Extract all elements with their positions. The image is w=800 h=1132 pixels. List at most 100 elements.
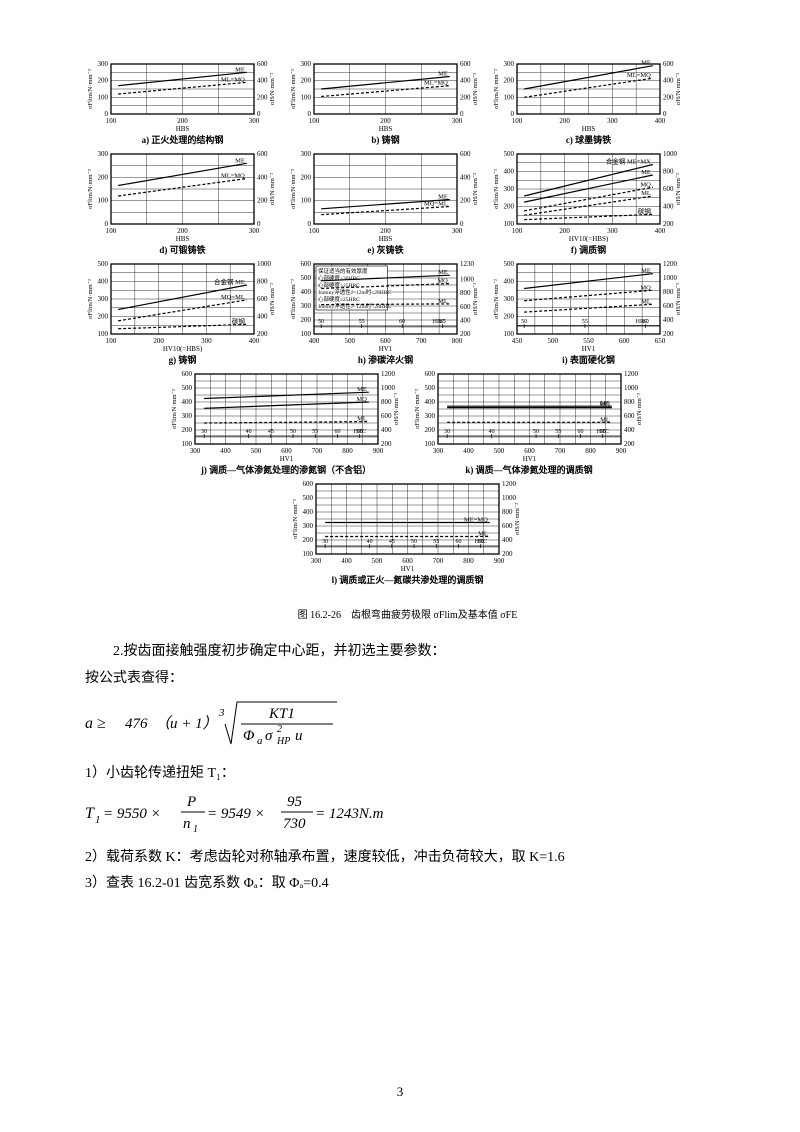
chart-caption: b) 铸钢: [288, 133, 483, 146]
svg-text:600: 600: [460, 150, 471, 158]
svg-text:800: 800: [502, 508, 513, 516]
svg-text:σH/N·mm⁻²: σH/N·mm⁻²: [675, 283, 682, 315]
svg-text:400: 400: [303, 508, 314, 516]
svg-text:0: 0: [257, 220, 261, 228]
body-line-4: 2）载荷系数 K：考虑齿轮对称轴承布置，速度较低，冲击负荷较大，取 K=1.6: [85, 845, 730, 872]
svg-text:300: 300: [452, 227, 463, 235]
svg-text:100: 100: [309, 117, 320, 125]
svg-text:40: 40: [488, 429, 494, 435]
figure-caption: 图 16.2-26 齿根弯曲疲劳极限 σFlim及基本值 σFE: [85, 606, 730, 621]
chart-caption: h) 渗碳淬火钢: [288, 353, 483, 366]
svg-text:HP: HP: [276, 736, 290, 747]
svg-text:σFlim/N·mm⁻²: σFlim/N·mm⁻²: [87, 169, 94, 209]
svg-text:500: 500: [345, 337, 356, 345]
svg-text:100: 100: [512, 227, 523, 235]
svg-text:心部硬度≥25HRC: 心部硬度≥25HRC: [318, 295, 360, 303]
svg-text:60: 60: [577, 429, 583, 435]
svg-text:600: 600: [181, 370, 192, 378]
svg-text:σH/N·mm⁻²: σH/N·mm⁻²: [472, 283, 479, 315]
svg-text:300: 300: [201, 337, 212, 345]
svg-text:100: 100: [98, 197, 109, 205]
chart-row: 3004005006007008009001002003004005006002…: [85, 370, 730, 476]
svg-text:700: 700: [416, 337, 427, 345]
svg-text:= 9549 ×: = 9549 ×: [207, 806, 265, 822]
svg-text:400: 400: [460, 173, 471, 181]
svg-text:400: 400: [257, 313, 268, 321]
svg-text:300: 300: [607, 227, 618, 235]
svg-text:100: 100: [303, 550, 314, 558]
svg-text:σFlim/N·mm⁻²: σFlim/N·mm⁻²: [290, 69, 297, 109]
svg-text:60: 60: [399, 319, 405, 325]
body-line-1: 2.按齿面接触强度初步确定中心距，并初选主要参数：: [85, 639, 730, 666]
svg-text:200: 200: [424, 426, 435, 434]
chart-svg: 4005006007008001002003004005006002004006…: [288, 260, 483, 352]
svg-text:HRC: HRC: [433, 319, 445, 325]
svg-text:300: 300: [452, 117, 463, 125]
svg-text:200: 200: [663, 220, 674, 228]
svg-text:1000: 1000: [257, 260, 272, 268]
svg-text:400: 400: [301, 288, 312, 296]
svg-text:400: 400: [381, 426, 392, 434]
svg-text:碳钢: 碳钢: [232, 316, 246, 325]
chart-svg: 3004005006007008009001002003004005006002…: [412, 370, 647, 462]
svg-text:Φ: Φ: [243, 728, 255, 744]
mini-chart: 4505005506006501002003004005002004006008…: [491, 260, 686, 366]
svg-text:1000: 1000: [663, 274, 678, 282]
svg-text:400: 400: [502, 536, 513, 544]
svg-text:800: 800: [342, 447, 353, 455]
svg-text:300: 300: [98, 60, 109, 68]
chart-svg: 10020030001002003000200400600MEML=MQσFli…: [288, 60, 483, 132]
svg-text:300: 300: [301, 60, 312, 68]
svg-text:σFlim/N·mm⁻²: σFlim/N·mm⁻²: [493, 69, 500, 109]
svg-text:MQ=ML: MQ=ML: [221, 294, 245, 301]
svg-text:600: 600: [380, 337, 391, 345]
svg-text:合金钢 ME: 合金钢 ME: [214, 277, 245, 286]
svg-text:0: 0: [663, 110, 667, 118]
svg-text:200: 200: [301, 316, 312, 324]
svg-text:800: 800: [460, 289, 471, 297]
svg-text:30: 30: [322, 539, 328, 545]
svg-text:= 1243N.m: = 1243N.m: [315, 806, 384, 822]
svg-text:n: n: [183, 816, 191, 832]
svg-text:T: T: [85, 805, 95, 822]
svg-text:800: 800: [463, 557, 474, 565]
svg-text:200: 200: [177, 117, 188, 125]
svg-text:σFlim/N·mm⁻²: σFlim/N·mm⁻²: [493, 169, 500, 209]
svg-text:650: 650: [655, 337, 666, 345]
svg-text:600: 600: [281, 447, 292, 455]
svg-text:HRC: HRC: [596, 429, 608, 435]
svg-text:600: 600: [619, 337, 630, 345]
chart-caption: a) 正火处理的结构钢: [85, 133, 280, 146]
formula-1: a ≥ 476 （u + 1） 3 KT1 Φ a σ HP 2 u: [85, 696, 730, 757]
svg-text:200: 200: [98, 77, 109, 85]
body-line-2: 按公式表查得：: [85, 666, 730, 693]
svg-text:300: 300: [607, 117, 618, 125]
svg-text:400: 400: [249, 337, 260, 345]
svg-text:400: 400: [341, 557, 352, 565]
mini-chart: 10020030001002003000200400600MEMQ=MLσFli…: [288, 150, 483, 256]
svg-text:200: 200: [257, 197, 268, 205]
svg-text:HBS: HBS: [379, 125, 393, 132]
chart-caption: d) 可锻铸铁: [85, 243, 280, 256]
svg-text:800: 800: [257, 278, 268, 286]
svg-text:500: 500: [372, 557, 383, 565]
mini-chart: 3004005006007008009001002003004005006002…: [169, 370, 404, 476]
svg-text:45: 45: [267, 429, 273, 435]
chart-svg: 10020030001002003000200400600MEML=MQσFli…: [85, 150, 280, 242]
svg-text:ML: ML: [357, 416, 367, 423]
mini-chart: 4005006007008001002003004005006002004006…: [288, 260, 483, 366]
svg-text:55: 55: [433, 539, 439, 545]
chart-svg: 4505005506006501002003004005002004006008…: [491, 260, 686, 352]
chart-svg: 1002003004001002003004005002004006008001…: [85, 260, 280, 352]
svg-text:800: 800: [663, 288, 674, 296]
svg-text:200: 200: [559, 117, 570, 125]
svg-text:50: 50: [318, 319, 324, 325]
mini-chart: 3004005006007008009001002003004005006002…: [290, 480, 525, 586]
svg-text:ML=MQ: ML=MQ: [424, 80, 448, 87]
svg-text:Jominy淬透性J=12m时<28HRC: Jominy淬透性J=12m时<28HRC: [318, 302, 391, 310]
svg-text:400: 400: [257, 173, 268, 181]
svg-text:400: 400: [655, 117, 666, 125]
svg-text:30: 30: [201, 429, 207, 435]
svg-text:100: 100: [106, 337, 117, 345]
mini-chart: 10020030001002003000200400600MEML=MQσFli…: [288, 60, 483, 146]
